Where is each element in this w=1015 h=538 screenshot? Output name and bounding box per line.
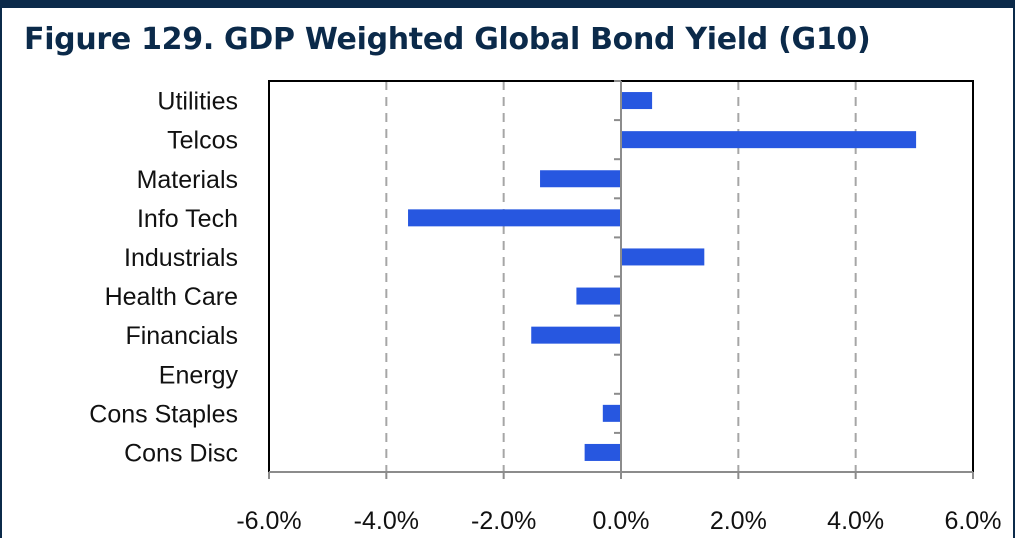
category-label: Cons Disc: [124, 439, 238, 467]
category-label: Energy: [159, 361, 239, 389]
x-tick-labels: -6.0% -4.0% -2.0% 0.0% 2.0% 4.0% 6.0%: [236, 507, 1001, 535]
category-label: Industrials: [124, 244, 238, 272]
category-label: Materials: [137, 166, 238, 194]
x-tick-label: -6.0%: [236, 507, 301, 535]
bar-health-care: [576, 287, 621, 305]
bars: [408, 92, 917, 461]
bar-industrials: [621, 248, 705, 266]
chart-title: Figure 129. GDP Weighted Global Bond Yie…: [24, 22, 871, 57]
axes: [268, 80, 974, 479]
x-tick-label: 6.0%: [945, 507, 1002, 535]
x-tick-label: 2.0%: [710, 507, 767, 535]
category-label: Telcos: [167, 127, 238, 155]
x-tick-label: 4.0%: [827, 507, 884, 535]
category-label: Cons Staples: [89, 400, 238, 428]
category-label: Info Tech: [137, 205, 238, 233]
category-label: Utilities: [157, 88, 238, 116]
top-rule: [2, 0, 1015, 8]
x-tick-label: -4.0%: [354, 507, 419, 535]
x-tick-label: 0.0%: [593, 507, 650, 535]
category-label: Health Care: [105, 283, 238, 311]
bar-utilities: [621, 92, 653, 110]
bar-telcos: [621, 131, 917, 149]
bar-cons-disc: [584, 443, 621, 461]
bar-cons-staples: [602, 404, 621, 422]
bar-financials: [531, 326, 621, 344]
bar-info-tech: [408, 209, 621, 227]
category-labels: Utilities Telcos Materials Info Tech Industr…: [89, 88, 238, 468]
bar-materials: [540, 170, 621, 188]
category-label: Financials: [125, 322, 238, 350]
x-tick-label: -2.0%: [471, 507, 536, 535]
